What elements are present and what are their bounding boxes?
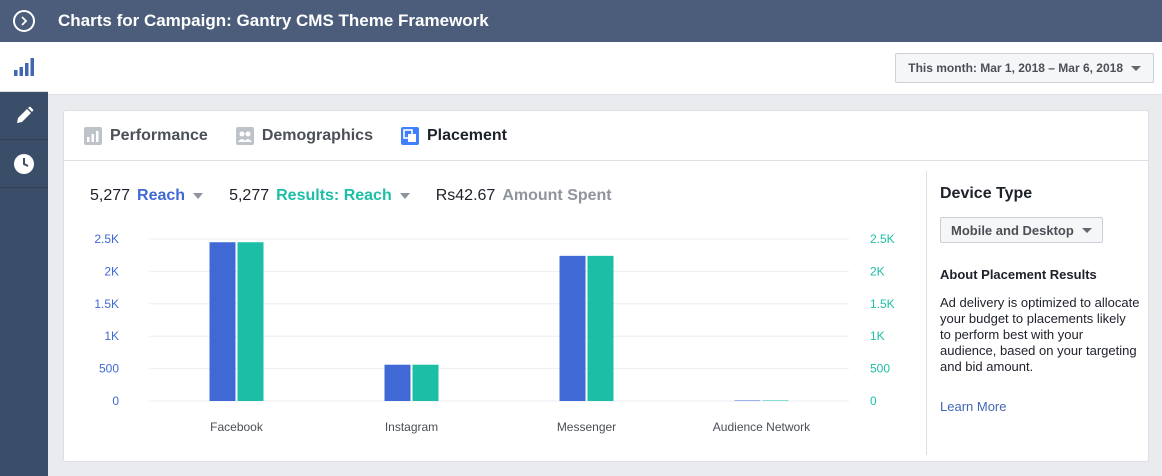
tab-label: Placement	[426, 126, 508, 144]
bar-chart-icon	[14, 57, 34, 76]
device-type-value: Mobile and Desktop	[951, 222, 1074, 238]
bar-chart-icon	[84, 126, 102, 145]
reach-value: 5,277	[90, 187, 131, 204]
chevron-down-icon	[1131, 65, 1141, 71]
bar-results	[412, 364, 439, 401]
results-value: 5,277	[229, 187, 270, 204]
metric-reach[interactable]: 5,277 Reach	[90, 187, 204, 205]
bar-results	[237, 242, 264, 401]
sidebar	[0, 42, 48, 476]
spent-label: Amount Spent	[502, 187, 612, 204]
tab-label: Demographics	[261, 126, 373, 144]
spent-value: Rs42.67	[435, 187, 496, 204]
y-tick-label-left: 1K	[104, 329, 119, 343]
sidebar-item-charts[interactable]	[0, 42, 48, 92]
learn-more-link[interactable]: Learn More	[940, 399, 1007, 414]
y-tick-label-right: 0	[870, 394, 877, 408]
device-type-dropdown[interactable]: Mobile and Desktop	[940, 217, 1103, 243]
tab-demographics[interactable]: Demographics	[235, 126, 373, 145]
sidebar-item-history[interactable]	[0, 140, 48, 188]
y-tick-label-right: 1K	[870, 329, 885, 343]
top-bar: Charts for Campaign: Gantry CMS Theme Fr…	[0, 0, 1162, 42]
bar-reach	[384, 364, 411, 401]
chart-tabs: Performance Demographics	[64, 111, 1148, 161]
clock-icon	[14, 153, 34, 174]
chevron-right-icon	[13, 10, 35, 32]
bar-results	[587, 255, 614, 401]
expand-nav-button[interactable]	[0, 0, 48, 42]
charts-card: Performance Demographics	[63, 110, 1149, 462]
x-tick-label: Audience Network	[713, 420, 811, 434]
y-tick-label-left: 2.5K	[94, 232, 119, 246]
placement-results-heading: About Placement Results	[940, 267, 1097, 282]
device-type-title: Device Type	[940, 185, 1033, 202]
y-tick-label-right: 1.5K	[870, 297, 895, 311]
y-tick-label-left: 0	[112, 394, 119, 408]
placement-icon	[400, 126, 419, 145]
chevron-down-icon	[1081, 227, 1092, 233]
y-tick-label-right: 500	[870, 362, 890, 376]
placement-bar-chart: 0 0 500 500 1K 1K 1.5K 1.5K 2K 2K 2.5K 2.5K Facebook…	[94, 232, 895, 434]
bar-reach	[559, 255, 586, 401]
divider	[926, 171, 927, 455]
y-tick-label-right: 2.5K	[870, 232, 895, 246]
tab-placement[interactable]: Placement	[400, 126, 508, 145]
y-tick-label-left: 500	[99, 362, 119, 376]
date-range-label: This month: Mar 1, 2018 – Mar 6, 2018	[908, 61, 1123, 75]
x-tick-label: Instagram	[385, 420, 438, 434]
device-type-panel: Device Type Mobile and Desktop About Pla…	[940, 185, 1140, 416]
metric-amount-spent: Rs42.67 Amount Spent	[436, 187, 612, 205]
chevron-down-icon	[193, 193, 204, 199]
bar-results	[762, 400, 789, 401]
x-tick-label: Facebook	[210, 420, 264, 434]
y-tick-label-left: 1.5K	[94, 297, 119, 311]
reach-label: Reach	[137, 187, 186, 204]
y-tick-label-right: 2K	[870, 264, 885, 278]
x-tick-label: Messenger	[557, 420, 616, 434]
chevron-down-icon	[399, 193, 410, 199]
results-label: Results: Reach	[276, 187, 392, 204]
y-tick-label-left: 2K	[104, 264, 119, 278]
tab-label: Performance	[110, 126, 208, 144]
page-title: Charts for Campaign: Gantry CMS Theme Fr…	[58, 11, 489, 30]
sidebar-item-edit[interactable]	[0, 92, 48, 140]
people-icon	[235, 126, 254, 145]
metrics-row: 5,277 Reach 5,277 Results: Reach Rs42.67…	[90, 187, 638, 205]
date-range-dropdown[interactable]: This month: Mar 1, 2018 – Mar 6, 2018	[895, 53, 1154, 83]
bar-reach	[734, 400, 761, 401]
placement-results-description: Ad delivery is optimized to allocate you…	[940, 295, 1140, 374]
metric-results[interactable]: 5,277 Results: Reach	[229, 187, 410, 205]
toolbar: This month: Mar 1, 2018 – Mar 6, 2018	[48, 42, 1162, 95]
bar-reach	[209, 242, 236, 401]
tab-performance[interactable]: Performance	[84, 126, 208, 145]
pencil-icon	[17, 106, 34, 123]
